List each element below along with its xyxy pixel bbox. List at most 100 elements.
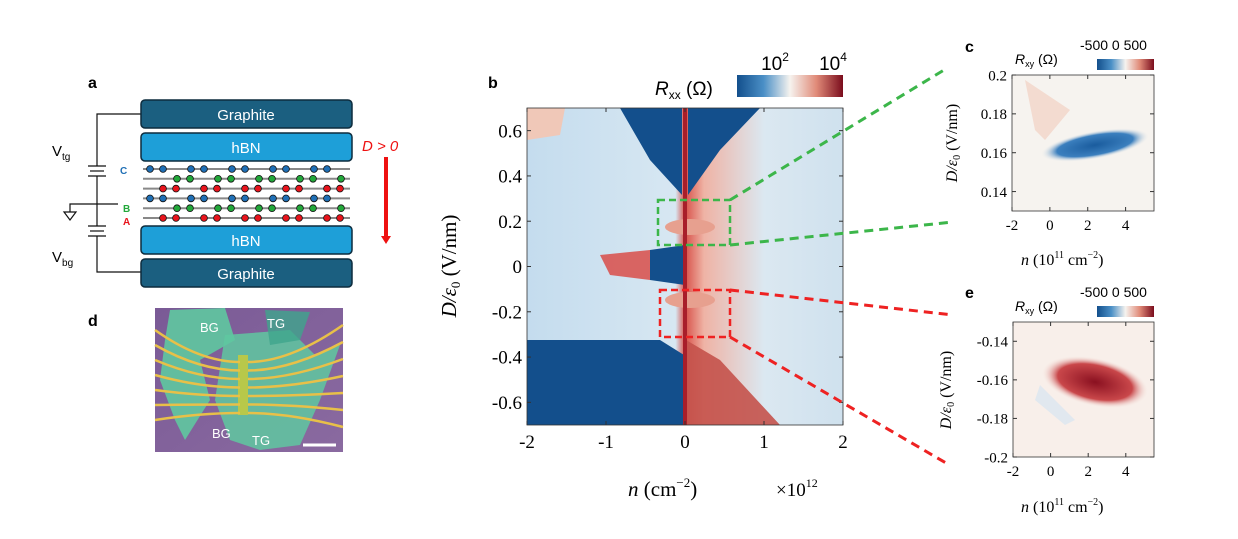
atom-site bbox=[255, 204, 263, 213]
ground-icon bbox=[62, 211, 78, 221]
atom-site bbox=[172, 214, 180, 222]
vtg-label: Vtg bbox=[52, 143, 70, 163]
atom-site bbox=[323, 184, 331, 193]
atom-site bbox=[282, 194, 290, 203]
zoom-box-upper bbox=[656, 198, 732, 247]
atom-site bbox=[214, 204, 222, 213]
svg-text:Graphite: Graphite bbox=[217, 107, 275, 124]
x-tick-label: -2 bbox=[519, 432, 535, 453]
x-tick-label: -2 bbox=[1006, 218, 1019, 234]
atom-site bbox=[309, 175, 317, 183]
atom-site bbox=[282, 214, 290, 222]
x-tick-label: 0 bbox=[1047, 464, 1055, 480]
svg-text:TG: TG bbox=[252, 433, 270, 448]
y-tick-label: 0.6 bbox=[498, 121, 522, 142]
x-tick-label: -1 bbox=[598, 432, 614, 453]
atom-site bbox=[337, 204, 345, 213]
vbg-label: Vbg bbox=[52, 249, 73, 269]
layer-hbn-bottom: hBN bbox=[140, 225, 353, 255]
x-tick-label: 4 bbox=[1122, 218, 1130, 234]
x-tick-label: -2 bbox=[1007, 464, 1020, 480]
atom-site bbox=[200, 194, 208, 203]
xlabel-c: n (1011 cm−2) bbox=[1021, 250, 1103, 269]
heatmap-e bbox=[1013, 322, 1154, 457]
atom-site bbox=[241, 214, 249, 222]
atom-site bbox=[336, 184, 344, 193]
layer-hbn-top: hBN bbox=[140, 132, 353, 162]
y-tick-label: 0.2 bbox=[988, 68, 1007, 84]
atom-site bbox=[241, 194, 249, 203]
atom-site bbox=[310, 194, 318, 203]
y-tick-label: 0.16 bbox=[981, 146, 1008, 162]
y-tick-label: -0.16 bbox=[977, 373, 1009, 389]
atom-site bbox=[213, 184, 221, 193]
atom-site bbox=[146, 165, 154, 173]
colorbar-label-c: Rxy (Ω) bbox=[1015, 51, 1058, 69]
x-multiplier-b: ×1012 bbox=[776, 476, 818, 501]
axes-c: -2 0 2 4 0.2 0.18 0.16 0.14 bbox=[981, 68, 1154, 234]
field-arrow-icon bbox=[381, 157, 391, 244]
svg-text:hBN: hBN bbox=[231, 233, 260, 250]
axes-e: -2 0 2 4 -0.14 -0.16 -0.18 -0.2 bbox=[977, 322, 1154, 480]
connector-green-top bbox=[729, 68, 945, 202]
x-tick-label: 0 bbox=[680, 432, 690, 453]
panel-label-b: b bbox=[488, 75, 498, 92]
panel-label-d: d bbox=[88, 313, 98, 330]
y-tick-label: 0.14 bbox=[981, 185, 1008, 201]
atom-site bbox=[228, 194, 236, 203]
atom-site bbox=[172, 184, 180, 193]
atom-site bbox=[295, 184, 303, 193]
site-label-c: C bbox=[120, 166, 127, 177]
colorbar-tick-b: 102 bbox=[761, 50, 789, 75]
atom-site bbox=[186, 204, 194, 213]
x-tick-label: 0 bbox=[1046, 218, 1054, 234]
atom-site bbox=[336, 214, 344, 222]
connector-green-bottom bbox=[729, 220, 954, 247]
colorbar-label-e: Rxy (Ω) bbox=[1015, 298, 1058, 316]
atom-site bbox=[282, 165, 290, 173]
panel-label-a: a bbox=[88, 75, 97, 92]
atom-site bbox=[173, 175, 181, 183]
atom-site bbox=[159, 165, 167, 173]
atom-site bbox=[146, 194, 154, 203]
atom-site bbox=[173, 204, 181, 213]
atom-site bbox=[268, 175, 276, 183]
y-tick-label: -0.2 bbox=[492, 302, 522, 323]
colorbar-b bbox=[737, 75, 843, 97]
atom-site bbox=[323, 194, 331, 203]
plot-frame-e bbox=[1012, 321, 1155, 458]
site-label-a: A bbox=[123, 217, 130, 228]
x-tick-label: 2 bbox=[1084, 218, 1092, 234]
y-tick-label: -0.2 bbox=[984, 450, 1008, 466]
atom-site bbox=[296, 175, 304, 183]
y-tick-label: -0.18 bbox=[977, 412, 1008, 428]
axes-b: -2 -1 0 1 2 0.6 0.4 0.2 0 -0.2 -0.4 -0.6 bbox=[492, 108, 848, 453]
layer-graphite-bottom: Graphite bbox=[140, 258, 353, 288]
svg-text:BG: BG bbox=[212, 426, 231, 441]
atom-site bbox=[323, 214, 331, 222]
x-tick-label: 2 bbox=[1084, 464, 1092, 480]
atom-site bbox=[214, 175, 222, 183]
colorbar-label-b: Rxx (Ω) bbox=[655, 79, 713, 102]
y-tick-label: -0.14 bbox=[977, 335, 1009, 351]
graphene-layers bbox=[143, 165, 350, 222]
field-label: D > 0 bbox=[362, 138, 399, 155]
connector-red-top bbox=[729, 288, 954, 317]
atom-site bbox=[241, 165, 249, 173]
atom-site bbox=[200, 184, 208, 193]
x-tick-label: 1 bbox=[759, 432, 769, 453]
ylabel-b: D/ε0 (V/nm) bbox=[437, 215, 463, 319]
colorbar-tick-b: 104 bbox=[819, 50, 847, 75]
panel-label-e: e bbox=[965, 285, 974, 302]
atom-site bbox=[309, 204, 317, 213]
atom-site bbox=[187, 165, 195, 173]
atom-site bbox=[310, 165, 318, 173]
atom-site bbox=[213, 214, 221, 222]
atom-site bbox=[269, 165, 277, 173]
y-tick-label: -0.6 bbox=[492, 393, 522, 414]
y-tick-label: 0.4 bbox=[498, 167, 522, 188]
svg-text:BG: BG bbox=[200, 320, 219, 335]
xlabel-b: n (cm−2) bbox=[628, 475, 697, 501]
atom-site bbox=[200, 214, 208, 222]
